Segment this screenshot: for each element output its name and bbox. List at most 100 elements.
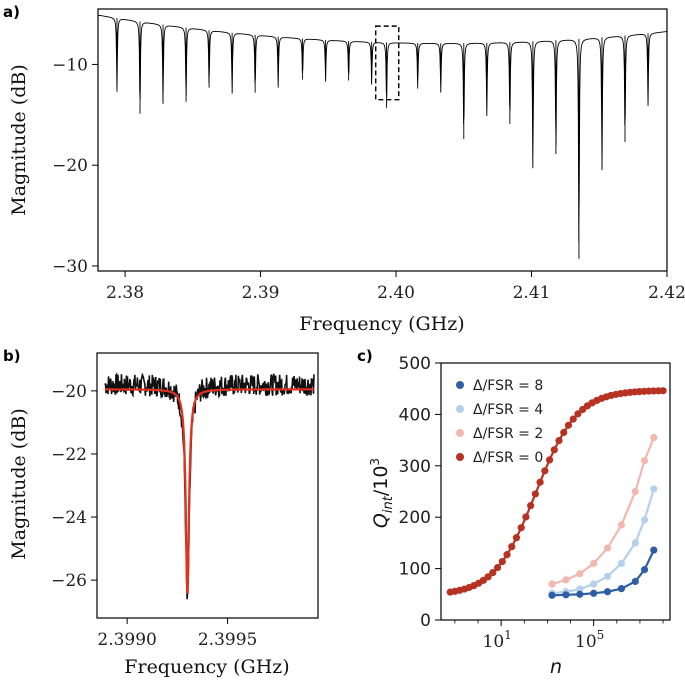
panel-c-series-point bbox=[631, 577, 639, 586]
panel-c-series-point bbox=[517, 524, 525, 532]
panel-c-series-point bbox=[512, 534, 521, 542]
panel-c-series-point bbox=[562, 576, 570, 584]
panel-c-y-tick-label: 500 bbox=[399, 354, 431, 374]
panel-c-series-point bbox=[640, 457, 649, 465]
panel-c-series-point bbox=[527, 502, 535, 510]
panel-a-x-ticks: 2.38 2.39 2.40 2.41 2.42 bbox=[106, 271, 685, 303]
panel-c-series-point bbox=[564, 421, 573, 429]
panel-a-x-tick-label: 2.40 bbox=[377, 283, 415, 303]
panel-a-y-ticks: −10 −20 −30 bbox=[52, 55, 98, 277]
panel-c-legend-marker bbox=[456, 453, 464, 461]
panel-c-series-point bbox=[503, 551, 511, 559]
panel-a-x-tick-label: 2.38 bbox=[106, 283, 144, 303]
panel-c-series-point bbox=[590, 580, 598, 588]
panel-c-series-point bbox=[590, 559, 598, 568]
panel-c-series-point bbox=[541, 467, 549, 475]
panel-b: b) 2.3990 2.3995 −20 −22 −24 −26 Frequency (… bbox=[3, 347, 319, 678]
panel-c-series-point bbox=[545, 456, 554, 464]
panel-b-y-tick-label: −22 bbox=[51, 445, 87, 465]
panel-c-series-point bbox=[562, 591, 570, 599]
panel-c-series-point bbox=[640, 516, 649, 524]
panel-a-x-tick-label: 2.42 bbox=[648, 283, 685, 303]
panel-c-series-point bbox=[617, 585, 626, 593]
panel-c-series-point bbox=[560, 428, 568, 437]
panel-b-y-ticks: −20 −22 −24 −26 bbox=[51, 382, 97, 591]
panel-c-legend-label: Δ/FSR = 8 bbox=[473, 378, 543, 394]
panel-c-y-label: Qint/103 bbox=[368, 458, 396, 528]
panel-c-series-point bbox=[576, 585, 584, 593]
panel-b-x-ticks: 2.3990 2.3995 bbox=[97, 618, 257, 650]
panel-c-series-point bbox=[508, 543, 516, 551]
panel-a-x-label: Frequency (GHz) bbox=[299, 313, 464, 335]
panel-b-y-tick-label: −26 bbox=[51, 571, 87, 591]
panel-a-label: a) bbox=[3, 3, 20, 21]
panel-c-y-tick-label: 200 bbox=[399, 508, 431, 528]
panel-c-series-point bbox=[498, 557, 506, 566]
panel-c-legend-label: Δ/FSR = 2 bbox=[473, 426, 543, 442]
panel-c-series-point bbox=[522, 513, 530, 521]
panel-a-y-tick-label: −10 bbox=[52, 55, 88, 75]
panel-c-series-point bbox=[631, 539, 639, 547]
panel-c-legend-marker bbox=[456, 429, 464, 437]
panel-a-y-tick-label: −30 bbox=[52, 257, 88, 277]
panel-a-highlight-box bbox=[375, 25, 400, 101]
panel-c-series-point bbox=[548, 580, 556, 588]
panel-c-legend: Δ/FSR = 8 Δ/FSR = 4 Δ/FSR = 2 Δ/FSR = 0 bbox=[456, 378, 543, 466]
panel-c-series-point bbox=[617, 521, 626, 529]
panel-c-series-point bbox=[631, 487, 639, 496]
panel-a-x-tick-label: 2.41 bbox=[513, 283, 551, 303]
panel-c-legend-marker bbox=[456, 381, 464, 389]
panel-c-x-tick-label: 105 bbox=[575, 628, 604, 652]
panel-b-measured-line bbox=[104, 372, 315, 600]
panel-c-series-point bbox=[590, 589, 598, 597]
panel-b-y-tick-label: −20 bbox=[51, 382, 87, 402]
panel-a-frame bbox=[97, 8, 668, 272]
panel-c-series-point bbox=[569, 415, 577, 423]
panel-c-series-point bbox=[617, 559, 626, 568]
panel-c-series-point bbox=[650, 485, 658, 493]
panel-a-spectrum-line bbox=[97, 14, 668, 259]
panel-c-label: c) bbox=[357, 347, 373, 365]
panel-c-y-tick-label: 300 bbox=[399, 457, 431, 477]
panel-c-y-ticks: 0 100 200 300 400 500 bbox=[399, 354, 441, 631]
panel-c-series-point bbox=[650, 546, 658, 554]
panel-c-series-point bbox=[550, 446, 558, 454]
panel-a-y-tick-label: −20 bbox=[52, 156, 88, 176]
panel-c-series-point bbox=[548, 591, 556, 599]
panel-b-label: b) bbox=[3, 347, 21, 365]
panel-a-x-tick-label: 2.39 bbox=[242, 283, 280, 303]
panel-c-x-ticks: 101 105 bbox=[454, 620, 664, 652]
panel-c-series-point bbox=[640, 566, 649, 574]
panel-b-x-tick-label: 2.3995 bbox=[198, 630, 257, 650]
panel-c-series-line bbox=[551, 437, 655, 586]
panel-c-series-line bbox=[450, 389, 664, 594]
panel-b-frame bbox=[96, 352, 319, 619]
panel-c-series-point bbox=[531, 490, 539, 498]
panel-b-x-tick-label: 2.3990 bbox=[97, 630, 156, 650]
panel-c-series-point bbox=[650, 433, 658, 442]
panel-c-legend-marker bbox=[456, 405, 464, 413]
panel-b-y-tick-label: −24 bbox=[51, 508, 87, 528]
panel-c-series-point bbox=[555, 437, 563, 445]
panel-c-series-point bbox=[576, 570, 584, 578]
panel-a-y-label: Magnitude (dB) bbox=[8, 64, 30, 216]
panel-c-series-point bbox=[603, 588, 612, 596]
panel-c-y-tick-label: 100 bbox=[399, 560, 431, 580]
panel-c-series-point bbox=[493, 563, 502, 572]
panel-a: a) 2.38 2.39 2.40 2.41 2.42 −10 −20 −30 Freque… bbox=[3, 3, 685, 335]
panel-c-y-tick-label: 400 bbox=[399, 405, 431, 425]
panel-c-x-tick-label: 101 bbox=[483, 628, 512, 652]
panel-c-series-point bbox=[484, 573, 492, 581]
panel-c-frame bbox=[440, 362, 671, 621]
panel-c-series-point bbox=[489, 569, 497, 577]
panel-c-series-point bbox=[603, 572, 612, 580]
panel-c-legend-label: Δ/FSR = 0 bbox=[473, 450, 543, 466]
panel-c-series-point bbox=[576, 590, 584, 598]
panel-c-series-point bbox=[659, 387, 667, 395]
panel-c-series-point bbox=[536, 478, 544, 486]
panel-c-series bbox=[446, 387, 667, 599]
panel-c-x-label: n bbox=[550, 656, 562, 678]
panel-b-fit-line bbox=[105, 388, 314, 594]
panel-c-legend-label: Δ/FSR = 4 bbox=[473, 402, 543, 418]
